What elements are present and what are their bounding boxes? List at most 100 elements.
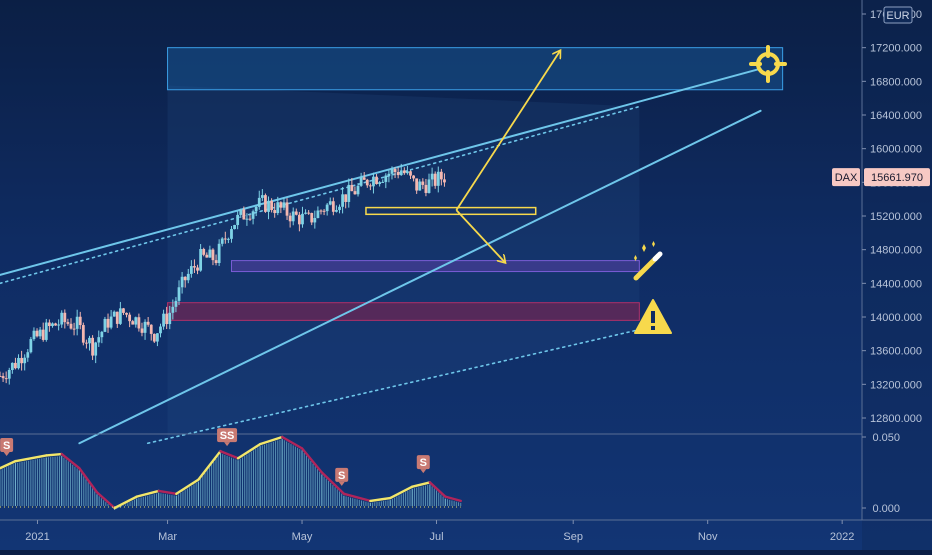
candle-body[interactable] [353,191,357,195]
candle-body[interactable] [60,312,64,325]
candle-body[interactable] [236,214,240,226]
candle-body[interactable] [143,321,147,333]
osc-line-segment[interactable] [411,481,432,488]
candle-body[interactable] [196,267,199,271]
candle-body[interactable] [29,339,33,353]
lower-channel-line[interactable] [78,109,762,445]
candle-body[interactable] [399,170,403,176]
osc-line-segment[interactable] [389,485,414,500]
candle-body[interactable] [233,225,236,230]
candle-body[interactable] [297,214,301,225]
candle-body[interactable] [44,322,48,340]
candle-body[interactable] [72,328,76,330]
candle-body[interactable] [134,317,138,325]
candle-body[interactable] [10,362,14,370]
candle-body[interactable] [63,312,67,323]
candle-body[interactable] [402,170,406,174]
candle-body[interactable] [322,210,326,212]
candle-body[interactable] [180,276,184,288]
target-zone[interactable] [167,47,784,91]
candle-body[interactable] [264,195,267,212]
candle-body[interactable] [328,201,332,205]
candle-body[interactable] [301,213,304,225]
osc-line-segment[interactable] [78,467,99,494]
candle-body[interactable] [378,182,382,185]
candle-body[interactable] [4,378,8,380]
candle-body[interactable] [409,171,412,176]
candle-body[interactable] [362,177,366,180]
candle-body[interactable] [38,329,42,337]
osc-line-segment[interactable] [14,454,48,463]
candle-body[interactable] [26,352,30,358]
candle-body[interactable] [418,181,422,191]
osc-line-segment[interactable] [60,452,81,470]
candle-body[interactable] [97,337,101,343]
candle-body[interactable] [313,217,317,223]
candle-body[interactable] [149,324,153,334]
candle-body[interactable] [217,243,221,264]
currency-badge[interactable] [883,6,913,24]
candle-body[interactable] [17,357,20,369]
candle-body[interactable] [393,169,397,173]
candle-body[interactable] [430,173,434,180]
signal-marker[interactable] [416,455,430,470]
candle-body[interactable] [251,211,255,219]
candle-body[interactable] [186,273,190,281]
target-arrow-down[interactable] [455,209,505,262]
candle-body[interactable] [310,213,314,223]
osc-line-segment[interactable] [300,447,324,474]
candle-body[interactable] [365,179,369,186]
candle-body[interactable] [57,324,61,326]
candle-body[interactable] [66,322,70,324]
candle-body[interactable] [131,321,135,325]
candle-body[interactable] [115,311,119,324]
candle-body[interactable] [165,313,169,325]
candle-body[interactable] [335,210,338,212]
candle-body[interactable] [276,202,280,214]
osc-line-segment[interactable] [444,495,462,503]
candle-body[interactable] [331,201,335,212]
candle-body[interactable] [156,333,159,342]
candle-body[interactable] [69,323,73,329]
candle-body[interactable] [32,330,36,340]
osc-line-segment[interactable] [219,450,240,460]
candle-body[interactable] [288,215,292,222]
candle-body[interactable] [14,362,17,369]
candle-body[interactable] [344,194,348,202]
candle-body[interactable] [384,175,388,182]
candle-body[interactable] [406,171,409,174]
candle-body[interactable] [294,211,298,215]
candle-body[interactable] [381,181,385,183]
osc-line-segment[interactable] [0,459,17,470]
candle-body[interactable] [177,287,181,301]
candle-body[interactable] [226,238,230,240]
candle-body[interactable] [41,329,45,340]
candle-body[interactable] [412,175,415,179]
osc-line-segment[interactable] [342,492,372,503]
candle-body[interactable] [390,169,394,174]
candle-body[interactable] [325,204,329,212]
candle-body[interactable] [122,308,125,313]
candle-body[interactable] [356,185,360,195]
candle-body[interactable] [285,202,289,216]
candle-body[interactable] [81,325,85,343]
candle-body[interactable] [51,323,54,327]
candle-body[interactable] [7,369,11,379]
candle-body[interactable] [75,316,79,329]
osc-line-segment[interactable] [369,496,392,503]
candle-body[interactable] [106,318,110,328]
candle-body[interactable] [421,181,425,185]
osc-line-segment[interactable] [320,471,346,495]
candle-body[interactable] [91,337,94,356]
candle-body[interactable] [254,206,258,212]
candle-body[interactable] [260,195,264,198]
osc-line-segment[interactable] [236,442,262,460]
osc-line-segment[interactable] [157,489,178,495]
candle-body[interactable] [387,173,391,176]
candle-body[interactable] [347,184,351,202]
candle-body[interactable] [424,184,428,193]
candle-body[interactable] [1,376,5,379]
candle-body[interactable] [112,311,116,317]
candle-body[interactable] [282,202,286,208]
candle-body[interactable] [78,316,82,326]
